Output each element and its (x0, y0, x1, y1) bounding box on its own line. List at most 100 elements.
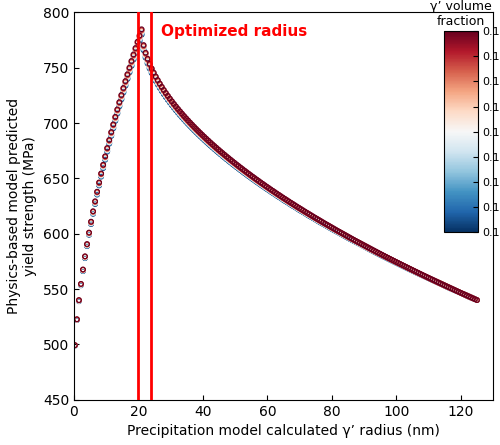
Point (455, 288, 463, 295)
Point (418, 272, 426, 279)
Point (414, 269, 422, 276)
Point (430, 277, 438, 284)
Point (261, 182, 269, 189)
Point (444, 284, 452, 291)
Point (216, 150, 224, 157)
Point (95, 182, 103, 189)
Point (230, 162, 238, 169)
Point (308, 214, 316, 221)
Point (358, 240, 366, 247)
Point (164, 96, 172, 103)
Point (232, 162, 240, 169)
Point (79, 266, 87, 273)
Point (287, 201, 295, 208)
Y-axis label: Physics-based model predicted
yield strength (MPa): Physics-based model predicted yield stre… (7, 98, 37, 314)
Point (368, 247, 376, 254)
Point (418, 271, 426, 279)
Point (95, 180, 103, 187)
Point (436, 280, 444, 287)
Point (178, 113, 186, 120)
Point (404, 265, 412, 272)
Point (396, 260, 404, 267)
Point (303, 210, 311, 217)
Point (212, 146, 220, 154)
Point (312, 214, 320, 222)
Point (136, 33, 143, 40)
Point (204, 139, 212, 146)
Point (105, 140, 113, 147)
Point (366, 246, 374, 253)
Point (142, 49, 150, 56)
Point (158, 86, 166, 93)
Point (398, 262, 406, 269)
Point (366, 245, 374, 252)
Point (402, 263, 410, 271)
Point (87, 221, 95, 228)
Point (275, 192, 283, 199)
Point (148, 67, 156, 74)
Point (310, 214, 318, 221)
Point (356, 239, 364, 247)
Point (320, 219, 328, 227)
Point (248, 175, 256, 182)
Point (250, 175, 258, 182)
Point (376, 251, 384, 258)
Point (442, 283, 450, 290)
Point (380, 253, 388, 260)
Point (244, 172, 252, 179)
Point (210, 144, 218, 151)
Point (160, 89, 168, 96)
Point (122, 81, 130, 88)
Point (422, 274, 430, 281)
Point (396, 261, 404, 268)
Point (277, 194, 285, 202)
Point (120, 85, 128, 92)
Point (444, 284, 452, 291)
Point (192, 127, 200, 134)
Point (116, 102, 124, 109)
Point (136, 34, 143, 41)
Point (184, 119, 192, 126)
Point (210, 143, 218, 150)
Point (75, 298, 83, 305)
Point (285, 198, 293, 205)
Point (224, 155, 232, 162)
Point (275, 193, 283, 200)
Point (224, 155, 232, 162)
Point (178, 110, 186, 117)
Point (340, 232, 347, 239)
Point (156, 81, 164, 89)
Point (384, 255, 392, 262)
Point (390, 258, 398, 265)
Point (390, 258, 398, 265)
Point (306, 212, 314, 219)
Point (408, 267, 416, 274)
Point (91, 200, 99, 207)
Point (469, 295, 477, 302)
Point (301, 210, 309, 217)
Point (238, 166, 246, 173)
Point (416, 271, 424, 278)
Point (77, 281, 85, 288)
Point (236, 166, 244, 174)
Point (216, 150, 224, 158)
Point (334, 229, 342, 236)
Point (273, 191, 281, 198)
Point (184, 120, 192, 127)
Point (97, 170, 105, 178)
Point (232, 163, 240, 170)
Point (267, 187, 275, 194)
Point (334, 227, 342, 235)
Point (467, 294, 475, 301)
Point (320, 221, 328, 228)
Point (450, 287, 458, 294)
Point (378, 252, 386, 259)
Point (344, 233, 351, 240)
Point (382, 254, 390, 261)
Point (148, 69, 156, 76)
Point (281, 197, 289, 204)
Point (226, 159, 234, 166)
Point (87, 220, 95, 227)
Point (170, 102, 178, 109)
Point (360, 243, 368, 250)
